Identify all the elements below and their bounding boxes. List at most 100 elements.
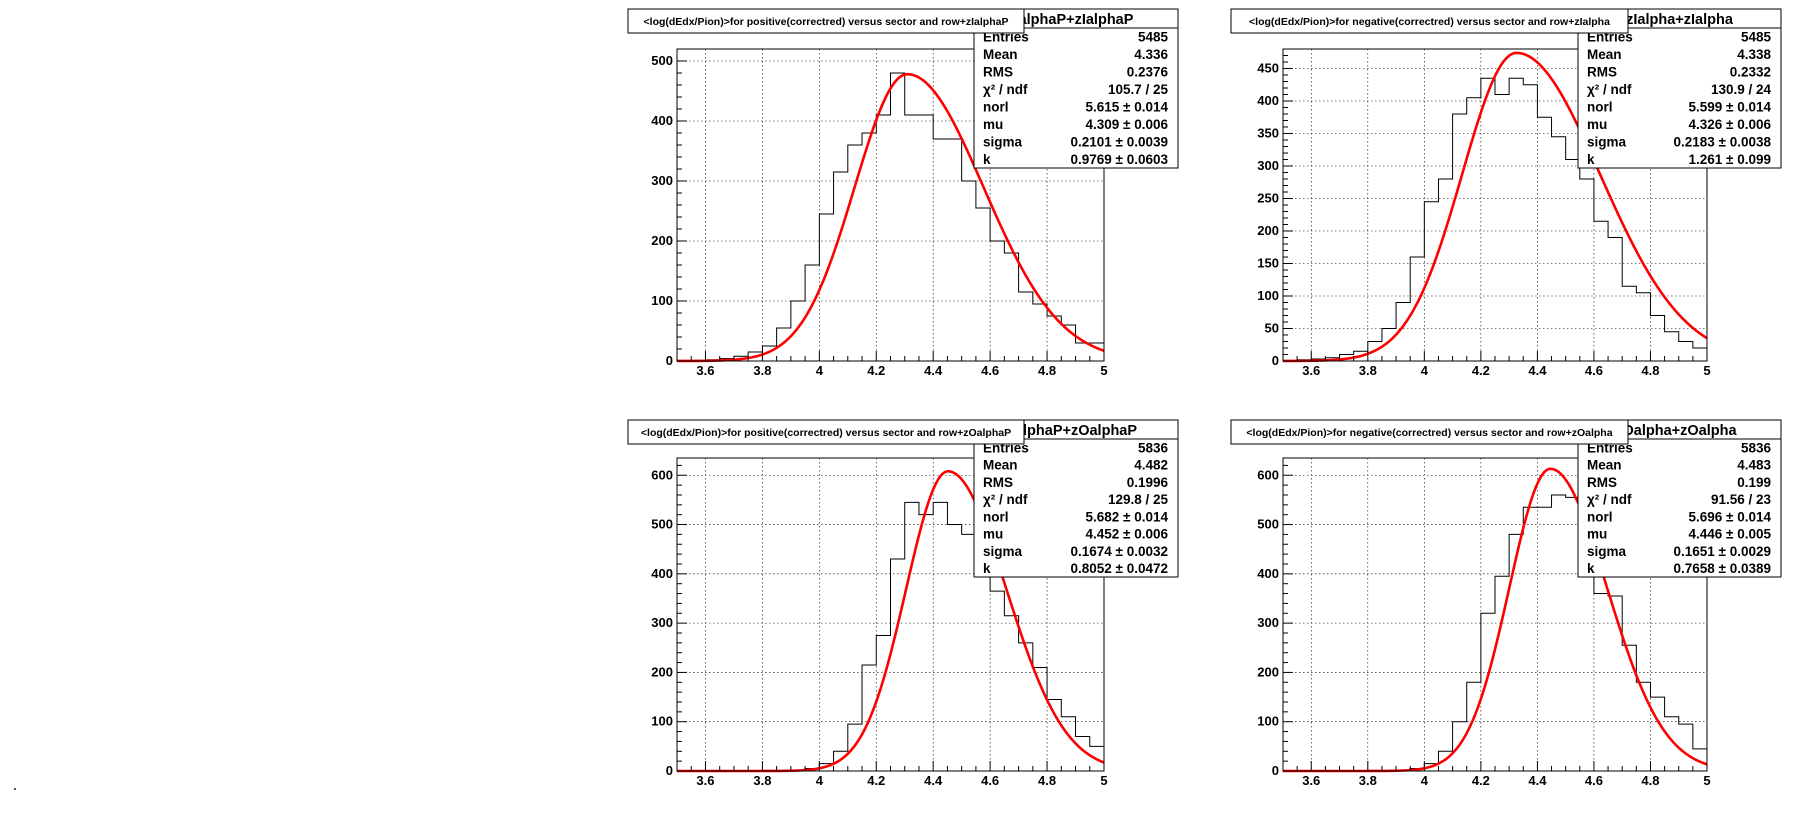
y-tick-label: 150 [1257, 256, 1279, 271]
stats-value: 0.199 [1737, 475, 1771, 490]
x-tick-label: 5 [1100, 773, 1107, 788]
x-tick-label: 3.8 [753, 363, 771, 378]
y-tick-label: 100 [1257, 714, 1279, 729]
chart-title-box [627, 8, 1025, 34]
chart-title: <log(dEdx/Pion)>for positive(correctred)… [641, 427, 1011, 439]
stats-title: alphaP+zOalphaP [1015, 423, 1137, 439]
stats-value: 5.615 ± 0.014 [1086, 100, 1169, 115]
x-tick-label: 4.8 [1641, 773, 1659, 788]
chart-title: <log(dEdx/Pion)>for negative(correctred)… [1249, 16, 1610, 28]
stats-label: χ² / ndf [1587, 82, 1632, 97]
stats-title: Oalpha+zOalpha [1622, 423, 1737, 439]
x-tick-label: 5 [1703, 773, 1710, 788]
stats-label: norl [1587, 509, 1613, 524]
stats-value: 5.696 ± 0.014 [1689, 509, 1772, 524]
y-tick-label: 500 [651, 517, 673, 532]
stats-value: 5485 [1138, 30, 1169, 45]
stats-label: RMS [1587, 475, 1617, 490]
x-tick-label: 4.4 [1528, 773, 1547, 788]
stats-value: 105.7 / 25 [1108, 82, 1169, 97]
x-tick-label: 4.2 [867, 363, 885, 378]
stats-label: RMS [983, 65, 1013, 80]
x-tick-label: 3.6 [1302, 773, 1320, 788]
x-tick-label: 3.8 [1359, 363, 1377, 378]
stats-title: zIalpha+zIalpha [1626, 12, 1734, 28]
stats-label: RMS [1587, 65, 1617, 80]
x-tick-label: 4.8 [1038, 363, 1056, 378]
chart-panel-3: 3.6 3.8 4 4.2 4.4 4.6 4.8 5 0 100 200 300 400 500 600 a… [627, 419, 1179, 788]
stats-value: 5485 [1741, 30, 1772, 45]
stats-value: 0.7658 ± 0.0389 [1674, 561, 1772, 576]
stats-value: 4.326 ± 0.006 [1689, 117, 1772, 132]
y-tick-label: 250 [1257, 191, 1279, 206]
y-tick-label: 200 [651, 664, 673, 679]
x-tick-label: 5 [1703, 363, 1710, 378]
stats-box [973, 419, 1179, 578]
x-tick-label: 4.8 [1038, 773, 1056, 788]
stats-label: k [1587, 152, 1595, 167]
y-tick-label: 400 [1257, 93, 1279, 108]
stats-value: 130.9 / 24 [1711, 82, 1772, 97]
stats-value: 5836 [1138, 440, 1169, 455]
x-tick-label: 3.6 [1302, 363, 1320, 378]
stats-label: RMS [983, 475, 1013, 490]
y-tick-label: 500 [1257, 517, 1279, 532]
histogram-line [1283, 77, 1708, 362]
y-tick-label: 200 [651, 233, 673, 248]
stats-label: sigma [1587, 544, 1627, 559]
stats-value: 5.682 ± 0.014 [1086, 509, 1169, 524]
stats-value: 4.309 ± 0.006 [1086, 117, 1169, 132]
stats-value: 5836 [1741, 440, 1772, 455]
stats-value: 4.336 [1134, 47, 1168, 62]
x-tick-label: 4.2 [1472, 363, 1490, 378]
stats-label: χ² / ndf [983, 82, 1028, 97]
x-tick-label: 4.4 [924, 773, 943, 788]
x-tick-label: 4.2 [1472, 773, 1490, 788]
chart-title-box [627, 419, 1025, 445]
stats-title: alphaP+zIalphaP [1019, 12, 1134, 28]
y-tick-label: 100 [1257, 288, 1279, 303]
y-tick-label: 400 [651, 566, 673, 581]
stats-value: 0.1674 ± 0.0032 [1071, 544, 1169, 559]
y-tick-label: 400 [651, 113, 673, 128]
x-tick-label: 3.6 [696, 363, 714, 378]
stats-value: 0.8052 ± 0.0472 [1071, 561, 1169, 576]
x-tick-label: 3.6 [696, 773, 714, 788]
stray-mark [14, 788, 16, 790]
stats-value: 129.8 / 25 [1108, 492, 1169, 507]
chart-panel-4: 3.6 3.8 4 4.2 4.4 4.6 4.8 5 0 100 200 300 400 500 600 O… [1230, 419, 1782, 788]
chart-panel-2: 3.6 3.8 4 4.2 4.4 4.6 4.8 505010015020025030035… [1230, 8, 1782, 378]
stats-label: k [1587, 561, 1595, 576]
y-tick-label: 0 [1272, 353, 1279, 368]
stats-label: sigma [983, 544, 1023, 559]
stats-value: 4.483 [1737, 458, 1771, 473]
stats-label: Mean [1587, 47, 1622, 62]
y-tick-label: 400 [1257, 566, 1279, 581]
x-tick-label: 4 [816, 363, 824, 378]
stats-value: 4.452 ± 0.006 [1086, 527, 1169, 542]
stats-value: 0.2376 [1127, 65, 1169, 80]
stats-label: norl [983, 509, 1009, 524]
stats-label: mu [983, 117, 1003, 132]
stats-label: Mean [1587, 458, 1622, 473]
y-tick-label: 300 [1257, 158, 1279, 173]
stats-label: χ² / ndf [983, 492, 1028, 507]
stats-label: mu [983, 527, 1003, 542]
x-tick-label: 4.6 [1585, 363, 1603, 378]
y-tick-label: 300 [1257, 615, 1279, 630]
x-tick-label: 4 [1421, 363, 1429, 378]
y-tick-label: 0 [1272, 763, 1279, 778]
stats-label: mu [1587, 117, 1607, 132]
stats-value: 0.2101 ± 0.0039 [1071, 135, 1169, 150]
stats-label: Mean [983, 47, 1018, 62]
x-tick-label: 4.4 [1528, 363, 1547, 378]
y-tick-label: 200 [1257, 664, 1279, 679]
x-tick-label: 3.8 [753, 773, 771, 788]
y-tick-label: 0 [666, 763, 673, 778]
stats-label: k [983, 152, 991, 167]
y-tick-label: 450 [1257, 61, 1279, 76]
y-tick-label: 100 [651, 714, 673, 729]
x-tick-label: 4.4 [924, 363, 943, 378]
chart-title: <log(dEdx/Pion)>for negative(correctred)… [1246, 427, 1612, 439]
